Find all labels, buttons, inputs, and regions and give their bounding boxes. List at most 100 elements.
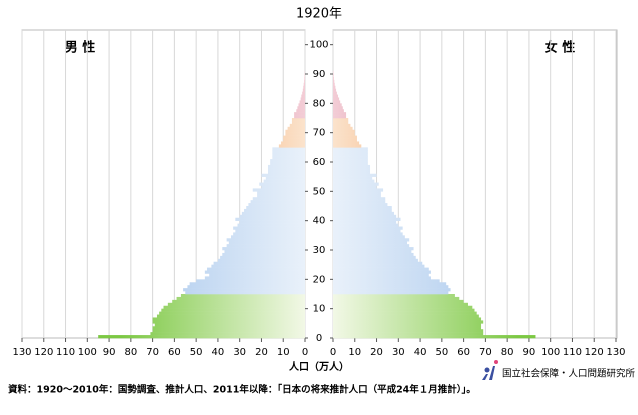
female-bar (333, 250, 411, 253)
female-bar (333, 253, 414, 256)
female-bar (333, 127, 353, 130)
male-bar (231, 235, 305, 238)
female-bar (333, 200, 385, 203)
male-bar (270, 159, 305, 162)
male-bar (297, 106, 305, 109)
female-bar (333, 188, 383, 191)
female-bar (333, 115, 346, 118)
male-bar (177, 297, 305, 300)
y-tick-label: 90 (313, 69, 326, 80)
female-bar (333, 312, 477, 315)
male-bar (261, 185, 305, 188)
male-bar (98, 335, 305, 338)
male-bar (150, 332, 305, 335)
female-bar (333, 194, 381, 197)
female-bar (333, 335, 535, 338)
female-bar (333, 121, 348, 124)
x-tick-label: 60 (168, 347, 181, 358)
x-tick-label: 30 (233, 347, 246, 358)
female-bar (333, 317, 481, 320)
male-bar (205, 276, 305, 279)
female-bar (333, 180, 374, 183)
female-bar (333, 244, 409, 247)
female-bar (333, 165, 370, 168)
female-bar (333, 136, 357, 139)
female-bar (333, 147, 368, 150)
x-tick-label: 10 (348, 347, 361, 358)
male-bar (155, 323, 305, 326)
female-bar (333, 191, 381, 194)
male-bar (268, 171, 305, 174)
female-bar (333, 259, 418, 262)
male-bar (253, 188, 305, 191)
female-bar (333, 227, 403, 230)
y-tick-label: 20 (313, 274, 326, 285)
female-bar (333, 103, 342, 106)
male-bar (261, 174, 305, 177)
male-bar (220, 256, 305, 259)
female-bar (333, 256, 416, 259)
male-bar (222, 253, 305, 256)
male-bar (207, 268, 305, 271)
y-tick-label: 30 (313, 245, 326, 256)
male-bar (172, 300, 305, 303)
x-tick-label: 110 (56, 347, 75, 358)
female-bar (333, 288, 451, 291)
y-tick-label: 40 (313, 216, 326, 227)
x-tick-label: 130 (606, 347, 625, 358)
female-bar (333, 159, 368, 162)
male-bar (240, 221, 305, 224)
x-tick-label: 90 (103, 347, 116, 358)
female-bar (333, 247, 414, 250)
male-bar (296, 109, 305, 112)
male-bar (227, 238, 305, 241)
male-bar (153, 329, 305, 332)
female-bar (333, 300, 464, 303)
male-bar (187, 285, 305, 288)
female-bar (333, 315, 479, 318)
female-bar (333, 83, 335, 86)
female-bar (333, 185, 377, 188)
x-tick-label: 90 (523, 347, 536, 358)
female-bar (333, 177, 372, 180)
female-bar (333, 232, 403, 235)
x-tick-label: 0 (302, 347, 308, 358)
female-bar (333, 241, 407, 244)
male-bar (244, 209, 305, 212)
male-bar (272, 153, 305, 156)
male-bar (251, 200, 305, 203)
female-bar (333, 130, 355, 133)
male-bar (235, 218, 305, 221)
female-bar (333, 77, 334, 80)
x-tick-label: 0 (330, 347, 336, 358)
male-bar (294, 115, 305, 118)
female-bar (333, 285, 448, 288)
female-bar (333, 171, 370, 174)
female-bar (333, 206, 392, 209)
female-bar (333, 95, 338, 98)
male-bar (246, 206, 305, 209)
female-bar (333, 212, 394, 215)
female-bar (333, 326, 481, 329)
female-bar (333, 183, 379, 186)
male-bar (268, 168, 305, 171)
female-bar (333, 323, 481, 326)
male-bar (168, 303, 305, 306)
male-bar (224, 250, 305, 253)
male-bar (301, 97, 305, 100)
male-bar (222, 247, 305, 250)
male-bar (264, 180, 305, 183)
y-tick-label: 10 (313, 304, 326, 315)
male-bar (211, 265, 305, 268)
female-bar (333, 294, 455, 297)
male-bar (268, 165, 305, 168)
male-bar (181, 294, 305, 297)
x-tick-label: 50 (190, 347, 203, 358)
x-tick-label: 20 (370, 347, 383, 358)
female-bar (333, 74, 334, 77)
male-bar (183, 288, 305, 291)
female-bar (333, 197, 385, 200)
male-bar (285, 130, 305, 133)
male-bar (300, 100, 305, 103)
male-bar (164, 306, 306, 309)
